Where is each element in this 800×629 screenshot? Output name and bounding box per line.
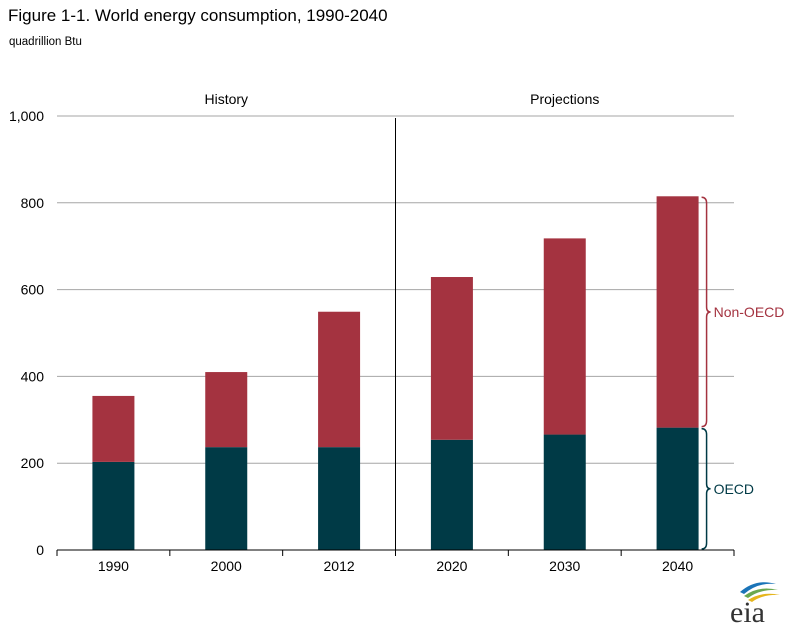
- logo-text: eia: [730, 596, 765, 626]
- logo-swoosh-green: [744, 588, 778, 598]
- tick-labels: 0 200 400 600 800 1,000 1990 2000 2012 2020 2030 20…: [9, 91, 693, 574]
- annotation-label-oecd: OECD: [714, 481, 754, 497]
- axes: [56, 118, 735, 556]
- eia-logo: eia: [730, 582, 780, 626]
- y-tick-label: 200: [21, 455, 45, 471]
- y-tick-label: 800: [21, 195, 45, 211]
- x-tick-label: 2020: [436, 558, 467, 574]
- bar-non-oecd-2012: [318, 311, 361, 448]
- bar-non-oecd-2000: [205, 372, 248, 448]
- bracket-oecd: [701, 427, 711, 550]
- logo-swoosh-blue: [740, 582, 776, 594]
- bar-non-oecd-2030: [543, 238, 586, 435]
- logo-swoosh-yellow: [748, 593, 780, 602]
- bar-non-oecd-2040: [656, 196, 699, 428]
- bars: [92, 196, 699, 550]
- bar-non-oecd-1990: [92, 395, 135, 462]
- x-tick-label: 2030: [549, 558, 580, 574]
- bar-non-oecd-2020: [430, 277, 473, 440]
- bar-oecd-2012: [318, 447, 361, 550]
- y-tick-label: 0: [36, 542, 44, 558]
- annotation-label-non-oecd: Non-OECD: [714, 304, 785, 320]
- x-tick-label: 2012: [324, 558, 355, 574]
- annotations: Non-OECD OECD: [701, 196, 785, 550]
- x-tick-label: 2040: [662, 558, 693, 574]
- chart-units-label: quadrillion Btu: [9, 36, 82, 48]
- y-tick-label: 400: [21, 368, 45, 384]
- section-label-projections: Projections: [530, 91, 599, 107]
- bar-oecd-2030: [543, 434, 586, 550]
- y-tick-label: 1,000: [9, 108, 44, 124]
- bar-oecd-2020: [430, 439, 473, 550]
- y-tick-label: 600: [21, 282, 45, 298]
- bar-oecd-2000: [205, 447, 248, 550]
- bar-oecd-2040: [656, 427, 699, 550]
- bar-oecd-1990: [92, 461, 135, 550]
- bracket-non-oecd: [701, 196, 711, 428]
- x-tick-label: 1990: [98, 558, 129, 574]
- section-label-history: History: [204, 91, 248, 107]
- chart-title: Figure 1-1. World energy consumption, 19…: [8, 6, 388, 25]
- x-tick-label: 2000: [211, 558, 242, 574]
